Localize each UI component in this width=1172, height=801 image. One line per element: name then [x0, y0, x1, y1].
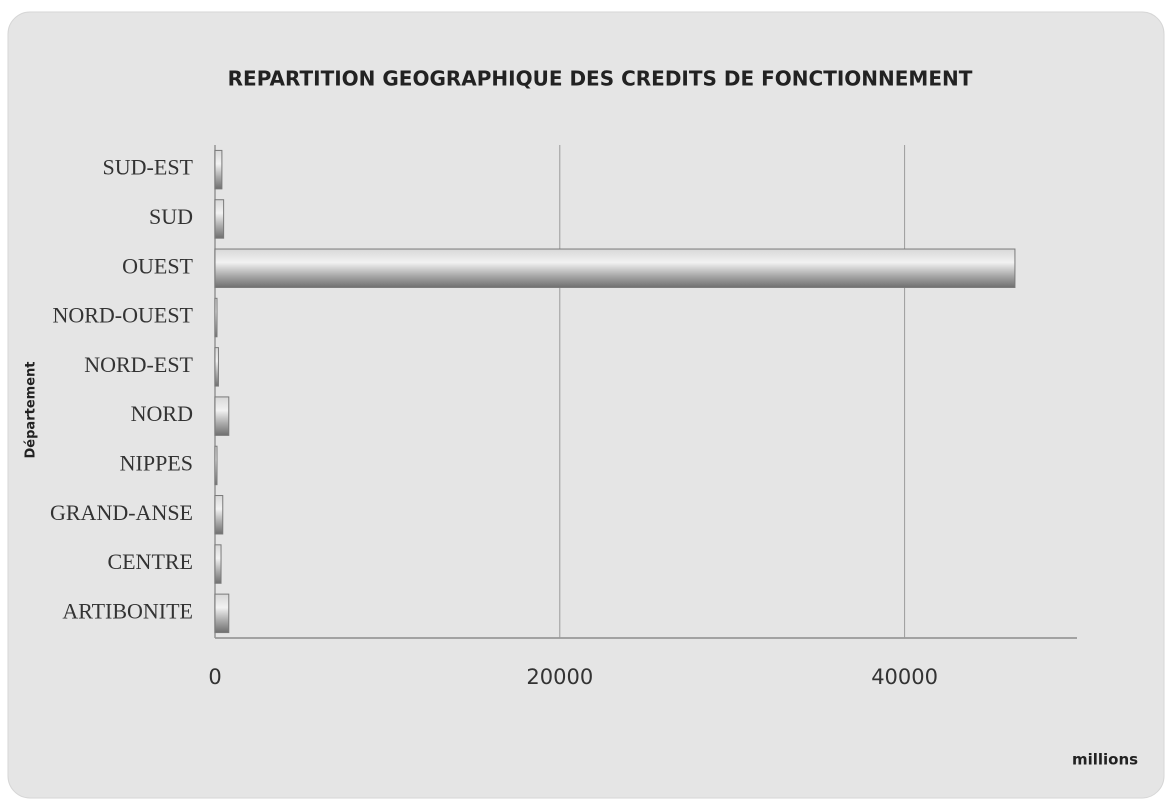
- x-tick-label: 20000: [526, 665, 593, 689]
- y-tick-label: NORD-OUEST: [52, 303, 193, 328]
- y-tick-label: SUD: [149, 204, 193, 229]
- y-tick-label: NIPPES: [120, 450, 193, 475]
- x-tick-label: 0: [208, 665, 221, 689]
- bar: [214, 248, 1016, 288]
- y-axis-label: Département: [24, 362, 39, 459]
- bar: [214, 199, 225, 239]
- y-tick-label: NORD-EST: [84, 352, 193, 377]
- bar: [214, 297, 218, 338]
- chart-background: [7, 11, 1165, 799]
- bar: [214, 396, 230, 436]
- y-tick-label: GRAND-ANSE: [50, 500, 193, 525]
- x-tick-label: 40000: [871, 665, 938, 689]
- y-tick-label: ARTIBONITE: [62, 598, 193, 623]
- bar: [214, 495, 224, 535]
- bar: [214, 149, 223, 190]
- bar: [214, 347, 219, 387]
- bar: [214, 593, 230, 634]
- y-tick-label: NORD: [131, 401, 193, 426]
- y-tick-label: SUD-EST: [103, 155, 194, 180]
- x-axis-label: millions: [1072, 751, 1138, 769]
- y-tick-label: CENTRE: [107, 549, 193, 574]
- chart-title: REPARTITION GEOGRAPHIQUE DES CREDITS DE …: [228, 67, 973, 91]
- bar: [214, 445, 218, 486]
- y-tick-label: OUEST: [122, 253, 193, 278]
- bar: [214, 544, 222, 584]
